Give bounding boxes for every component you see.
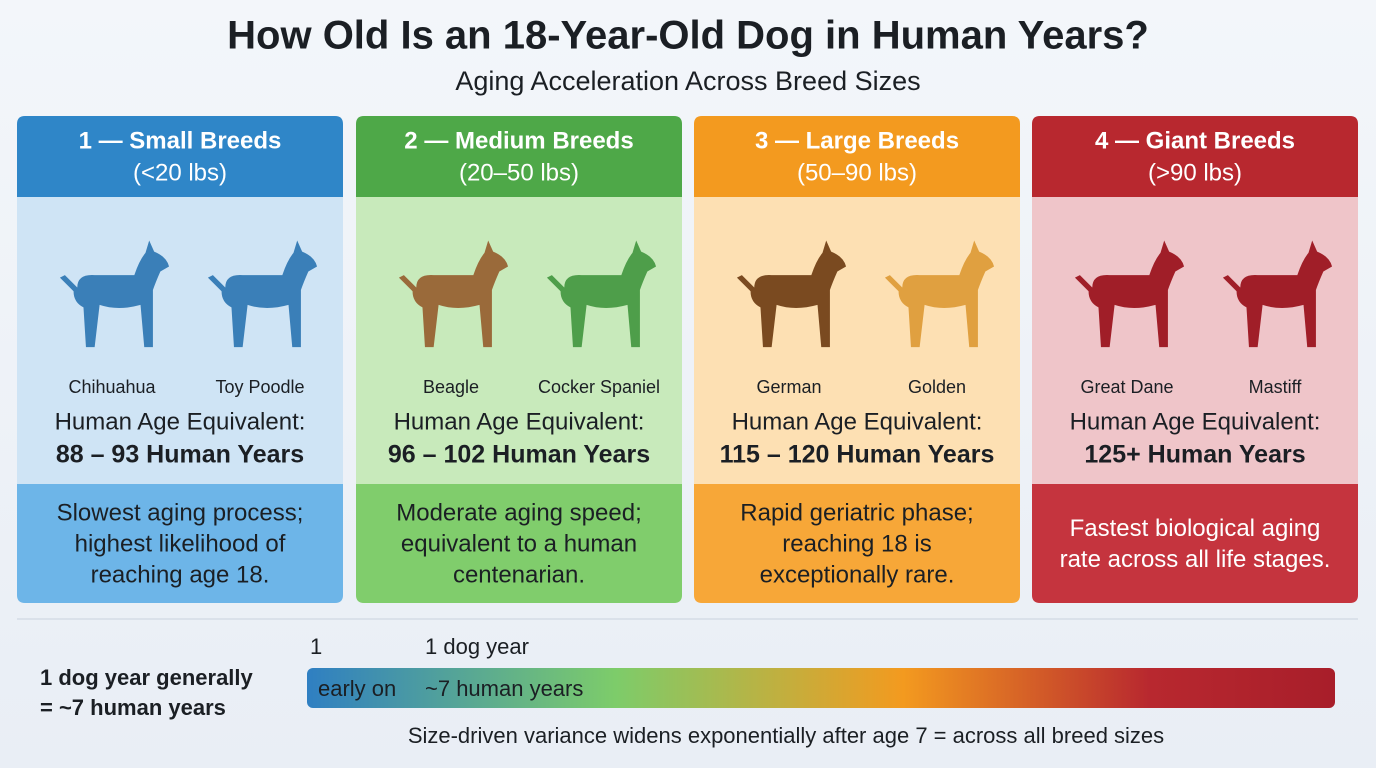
breed-name: Golden — [908, 377, 966, 397]
card — [694, 116, 1020, 603]
card-weight: (20–50 lbs) — [459, 159, 579, 186]
age-value: 115 – 120 Human Years — [720, 441, 995, 469]
card-title: 1 — Small Breeds — [79, 127, 282, 154]
breed-name: Cocker Spaniel — [538, 377, 660, 397]
age-value: 125+ Human Years — [1084, 441, 1305, 469]
card — [17, 116, 343, 603]
description: exceptionally rare. — [760, 561, 955, 588]
breed-name: German — [756, 377, 821, 397]
description: rate across all life stages. — [1060, 546, 1331, 573]
card-header — [356, 116, 682, 197]
card-header — [694, 116, 1020, 197]
description: Fastest biological aging — [1070, 515, 1321, 542]
age-label: Human Age Equivalent: — [1070, 408, 1321, 435]
bar-label: ~7 human years — [425, 676, 583, 701]
bar-label: early on — [318, 676, 396, 701]
title: How Old Is an 18-Year-Old Dog in Human Y… — [227, 14, 1149, 58]
footer-note: 1 dog year generally — [40, 665, 254, 690]
card-weight: (<20 lbs) — [133, 159, 227, 186]
scale-start: 1 — [310, 634, 322, 659]
card-title: 4 — Giant Breeds — [1095, 127, 1295, 154]
footer-note: = ~7 human years — [40, 695, 226, 720]
breed-name: Chihuahua — [68, 377, 156, 397]
card-footer — [694, 484, 1020, 603]
subtitle: Aging Acceleration Across Breed Sizes — [455, 66, 920, 96]
card-title: 2 — Medium Breeds — [404, 127, 633, 154]
description: highest likelihood of — [75, 530, 286, 557]
description: reaching 18 is — [782, 530, 931, 557]
card — [356, 116, 682, 603]
scale-top: 1 dog year — [425, 634, 529, 659]
age-label: Human Age Equivalent: — [732, 408, 983, 435]
card-footer — [356, 484, 682, 603]
card — [1032, 116, 1358, 603]
description: Moderate aging speed; — [396, 499, 642, 526]
caption: Size-driven variance widens exponentiall… — [408, 723, 1164, 748]
age-value: 96 – 102 Human Years — [388, 441, 650, 469]
card-footer — [17, 484, 343, 603]
description: centenarian. — [453, 561, 585, 588]
gradient-bar — [307, 668, 1335, 708]
breed-name: Great Dane — [1080, 377, 1173, 397]
breed-name: Beagle — [423, 377, 479, 397]
age-label: Human Age Equivalent: — [55, 408, 306, 435]
description: equivalent to a human — [401, 530, 637, 557]
description: Rapid geriatric phase; — [740, 499, 973, 526]
card-title: 3 — Large Breeds — [755, 127, 959, 154]
age-label: Human Age Equivalent: — [394, 408, 645, 435]
card-header — [1032, 116, 1358, 197]
card-header — [17, 116, 343, 197]
breed-name: Toy Poodle — [215, 377, 304, 397]
card-footer — [1032, 484, 1358, 603]
card-weight: (50–90 lbs) — [797, 159, 917, 186]
card-weight: (>90 lbs) — [1148, 159, 1242, 186]
description: reaching age 18. — [91, 561, 270, 588]
age-value: 88 – 93 Human Years — [56, 441, 304, 469]
breed-name: Mastiff — [1249, 377, 1303, 397]
description: Slowest aging process; — [57, 499, 304, 526]
